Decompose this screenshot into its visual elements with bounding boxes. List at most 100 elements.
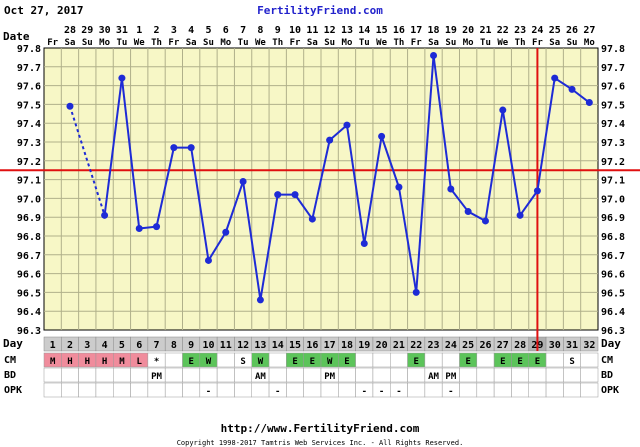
cm-value: H xyxy=(102,357,107,367)
bd-cell xyxy=(511,367,529,383)
temp-line-segment xyxy=(103,77,123,216)
temp-line-dotted xyxy=(69,105,106,216)
day-cell xyxy=(580,336,599,352)
day-number: 8 xyxy=(171,340,177,351)
cm-cell xyxy=(372,352,391,368)
y-tick-label-right: 97.5 xyxy=(601,100,625,111)
y-tick-label: 97.3 xyxy=(17,138,41,149)
date-label: 30 xyxy=(99,25,111,36)
day-number: 22 xyxy=(410,340,422,351)
date-label: 2 xyxy=(154,25,160,36)
opk-row-label: OPK xyxy=(4,385,22,396)
day-number: 18 xyxy=(341,340,353,351)
day-number: 9 xyxy=(188,340,194,351)
cm-cell xyxy=(390,352,408,368)
y-tick-label: 96.9 xyxy=(17,213,41,224)
opk-cell xyxy=(130,382,149,398)
footer-url[interactable]: http://www.FertilityFriend.com xyxy=(221,422,420,435)
temp-line-segment xyxy=(294,194,314,220)
day-number: 15 xyxy=(289,340,301,351)
day-number: 20 xyxy=(376,340,388,351)
temp-point xyxy=(326,136,334,144)
bd-cell xyxy=(528,367,547,383)
weekday-label: Su xyxy=(567,38,578,48)
bd-cell xyxy=(563,367,581,383)
cm-cell xyxy=(424,352,443,368)
header-date: Oct 27, 2017 xyxy=(4,4,83,17)
bd-value: PM xyxy=(151,372,162,382)
date-label: 14 xyxy=(358,25,370,36)
day-row-label: Day xyxy=(3,337,23,350)
day-number: 17 xyxy=(324,340,336,351)
weekday-label: Su xyxy=(203,38,214,48)
cm-cell xyxy=(476,352,495,368)
temp-line-segment xyxy=(259,194,279,301)
weekday-label: Sa xyxy=(186,38,197,48)
day-number: 26 xyxy=(479,340,491,351)
day-number: 30 xyxy=(549,340,561,351)
weekday-label: Th xyxy=(151,38,162,48)
date-label: 21 xyxy=(479,25,491,36)
cm-cell xyxy=(164,352,183,368)
y-tick-label-right: 97.0 xyxy=(601,194,625,205)
temp-line-segment xyxy=(484,109,504,222)
date-label: 16 xyxy=(393,25,405,36)
weekday-label: Fr xyxy=(532,38,543,48)
opk-cell xyxy=(147,382,166,398)
temp-point xyxy=(274,191,282,199)
date-label: 13 xyxy=(341,25,353,36)
day-number: 28 xyxy=(514,340,526,351)
day-number: 32 xyxy=(583,340,595,351)
bd-row-label: BD xyxy=(4,370,16,381)
temp-point xyxy=(170,144,178,152)
weekday-label: Tu xyxy=(116,38,127,48)
temp-point xyxy=(395,183,403,191)
weekday-label: Fr xyxy=(290,38,301,48)
day-number: 13 xyxy=(254,340,266,351)
bd-cell xyxy=(61,367,79,383)
cm-value: E xyxy=(500,357,505,367)
bd-cell xyxy=(130,367,149,383)
date-label: 6 xyxy=(223,25,229,36)
cm-value: W xyxy=(206,357,212,367)
y-tick-label-right: 97.8 xyxy=(601,44,625,55)
cm-row-label: CM xyxy=(4,355,16,366)
bd-cell xyxy=(268,367,287,383)
weekday-label: Fr xyxy=(411,38,422,48)
opk-cell xyxy=(424,382,443,398)
weekday-label: Sa xyxy=(65,38,76,48)
weekday-label: We xyxy=(376,38,387,48)
day-number: 19 xyxy=(358,340,370,351)
cm-value: W xyxy=(258,357,264,367)
y-tick-label-right: 97.6 xyxy=(601,82,625,93)
date-label: 9 xyxy=(275,25,281,36)
opk-cell xyxy=(182,382,201,398)
opk-cell xyxy=(563,382,581,398)
date-label: 5 xyxy=(205,25,211,36)
date-label: 20 xyxy=(462,25,474,36)
weekday-label: Tu xyxy=(480,38,491,48)
date-label: 1 xyxy=(136,25,142,36)
day-number: 11 xyxy=(220,340,232,351)
opk-cell xyxy=(459,382,478,398)
opk-cell xyxy=(320,382,339,398)
cm-row-label-right: CM xyxy=(601,355,613,366)
temp-line-segment xyxy=(380,136,400,188)
day-number: 3 xyxy=(84,340,90,351)
bd-cell xyxy=(493,367,512,383)
cm-value: M xyxy=(50,357,56,367)
header-site[interactable]: FertilityFriend.com xyxy=(257,4,383,17)
day-number: 6 xyxy=(136,340,142,351)
weekday-label: Fr xyxy=(168,38,179,48)
weekday-label: Su xyxy=(445,38,456,48)
cm-value: E xyxy=(310,357,315,367)
temp-point xyxy=(308,215,316,223)
day-number: 23 xyxy=(428,340,440,351)
temp-point xyxy=(66,102,74,110)
y-tick-label: 96.4 xyxy=(17,307,41,318)
y-tick-label-right: 96.7 xyxy=(601,251,625,262)
y-tick-label-right: 96.6 xyxy=(601,270,625,281)
y-tick-label-right: 97.3 xyxy=(601,138,625,149)
bd-cell xyxy=(43,367,62,383)
